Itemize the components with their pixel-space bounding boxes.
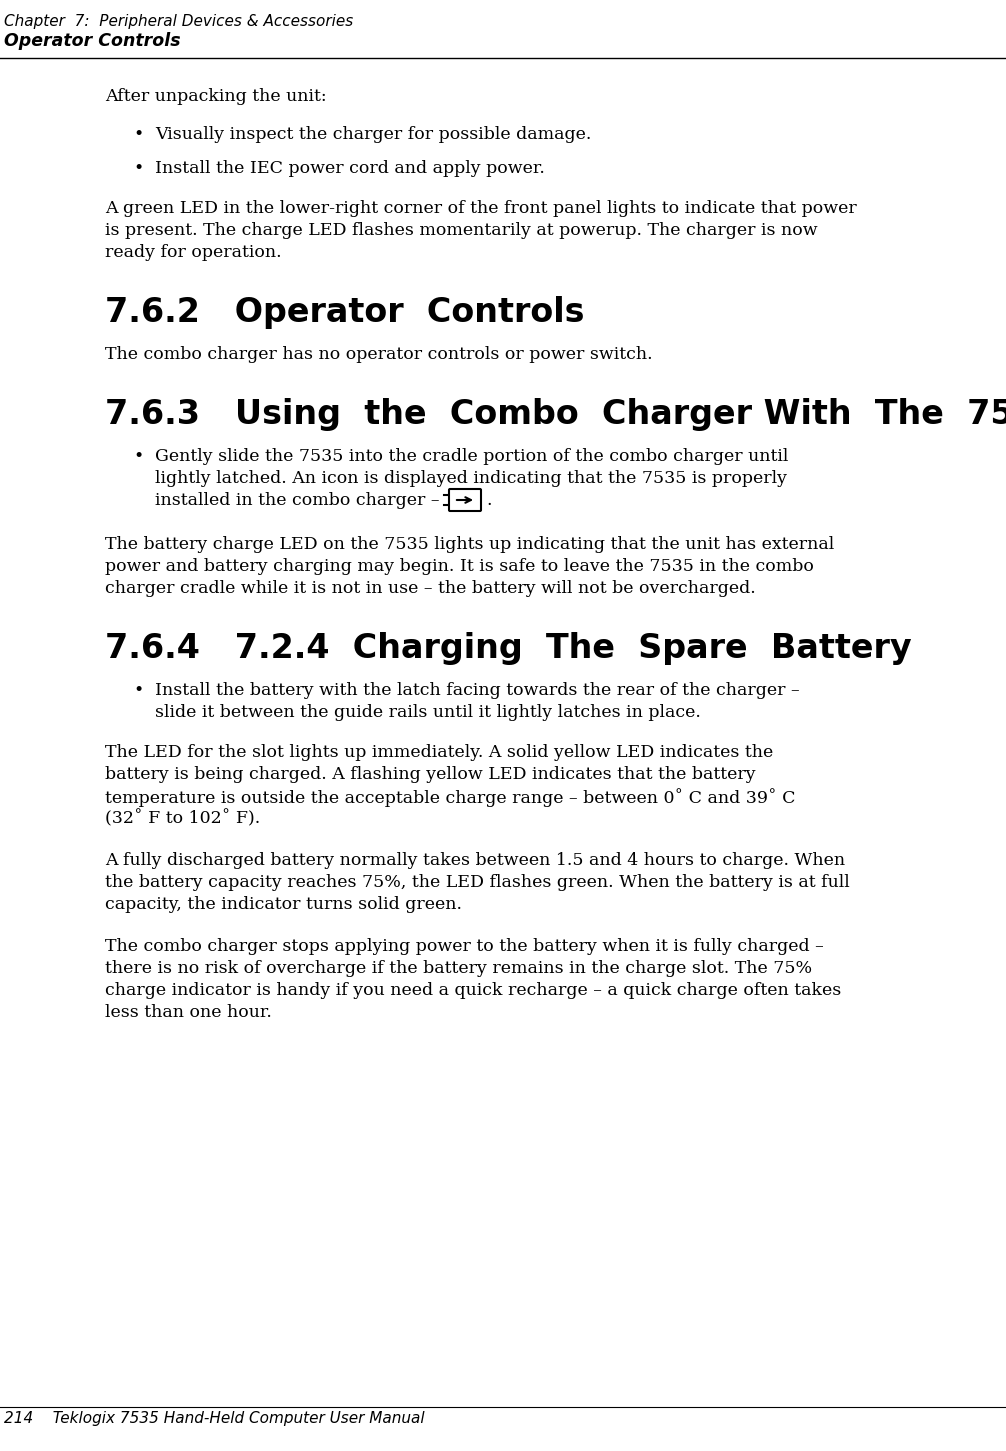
Text: Install the IEC power cord and apply power.: Install the IEC power cord and apply pow… bbox=[155, 160, 545, 177]
Text: •: • bbox=[133, 448, 143, 464]
Text: •: • bbox=[133, 160, 143, 177]
Text: battery is being charged. A flashing yellow LED indicates that the battery: battery is being charged. A flashing yel… bbox=[105, 766, 756, 784]
Text: ready for operation.: ready for operation. bbox=[105, 244, 282, 261]
Text: power and battery charging may begin. It is safe to leave the 7535 in the combo: power and battery charging may begin. It… bbox=[105, 559, 814, 575]
Text: (32˚ F to 102˚ F).: (32˚ F to 102˚ F). bbox=[105, 810, 261, 827]
Text: The battery charge LED on the 7535 lights up indicating that the unit has extern: The battery charge LED on the 7535 light… bbox=[105, 535, 834, 553]
Text: After unpacking the unit:: After unpacking the unit: bbox=[105, 89, 327, 104]
FancyBboxPatch shape bbox=[449, 489, 481, 511]
Text: charger cradle while it is not in use – the battery will not be overcharged.: charger cradle while it is not in use – … bbox=[105, 580, 756, 596]
Text: charge indicator is handy if you need a quick recharge – a quick charge often ta: charge indicator is handy if you need a … bbox=[105, 982, 841, 998]
Text: 7.6.2   Operator  Controls: 7.6.2 Operator Controls bbox=[105, 296, 584, 329]
Text: the battery capacity reaches 75%, the LED flashes green. When the battery is at : the battery capacity reaches 75%, the LE… bbox=[105, 874, 850, 891]
Text: is present. The charge LED flashes momentarily at powerup. The charger is now: is present. The charge LED flashes momen… bbox=[105, 222, 818, 239]
Text: capacity, the indicator turns solid green.: capacity, the indicator turns solid gree… bbox=[105, 897, 462, 913]
Text: Chapter  7:  Peripheral Devices & Accessories: Chapter 7: Peripheral Devices & Accessor… bbox=[4, 15, 353, 29]
Text: A green LED in the lower-right corner of the front panel lights to indicate that: A green LED in the lower-right corner of… bbox=[105, 200, 857, 218]
Text: •: • bbox=[133, 682, 143, 699]
Text: Operator Controls: Operator Controls bbox=[4, 32, 181, 49]
Text: Visually inspect the charger for possible damage.: Visually inspect the charger for possibl… bbox=[155, 126, 592, 144]
Text: 7.6.3   Using  the  Combo  Charger With  The  7535: 7.6.3 Using the Combo Charger With The 7… bbox=[105, 398, 1006, 431]
Text: less than one hour.: less than one hour. bbox=[105, 1004, 272, 1022]
Text: lightly latched. An icon is displayed indicating that the 7535 is properly: lightly latched. An icon is displayed in… bbox=[155, 470, 787, 488]
Text: installed in the combo charger –: installed in the combo charger – bbox=[155, 492, 440, 509]
Text: temperature is outside the acceptable charge range – between 0˚ C and 39˚ C: temperature is outside the acceptable ch… bbox=[105, 788, 796, 807]
Text: 214    Teklogix 7535 Hand-Held Computer User Manual: 214 Teklogix 7535 Hand-Held Computer Use… bbox=[4, 1410, 425, 1426]
Text: •: • bbox=[133, 126, 143, 144]
Text: there is no risk of overcharge if the battery remains in the charge slot. The 75: there is no risk of overcharge if the ba… bbox=[105, 961, 812, 977]
Text: slide it between the guide rails until it lightly latches in place.: slide it between the guide rails until i… bbox=[155, 704, 701, 721]
Text: The LED for the slot lights up immediately. A solid yellow LED indicates the: The LED for the slot lights up immediate… bbox=[105, 744, 774, 760]
Text: Gently slide the 7535 into the cradle portion of the combo charger until: Gently slide the 7535 into the cradle po… bbox=[155, 448, 789, 464]
Text: A fully discharged battery normally takes between 1.5 and 4 hours to charge. Whe: A fully discharged battery normally take… bbox=[105, 852, 845, 869]
Text: Install the battery with the latch facing towards the rear of the charger –: Install the battery with the latch facin… bbox=[155, 682, 800, 699]
Text: .: . bbox=[486, 492, 492, 509]
Text: The combo charger has no operator controls or power switch.: The combo charger has no operator contro… bbox=[105, 345, 653, 363]
Text: The combo charger stops applying power to the battery when it is fully charged –: The combo charger stops applying power t… bbox=[105, 937, 824, 955]
Text: 7.6.4   7.2.4  Charging  The  Spare  Battery: 7.6.4 7.2.4 Charging The Spare Battery bbox=[105, 633, 911, 665]
